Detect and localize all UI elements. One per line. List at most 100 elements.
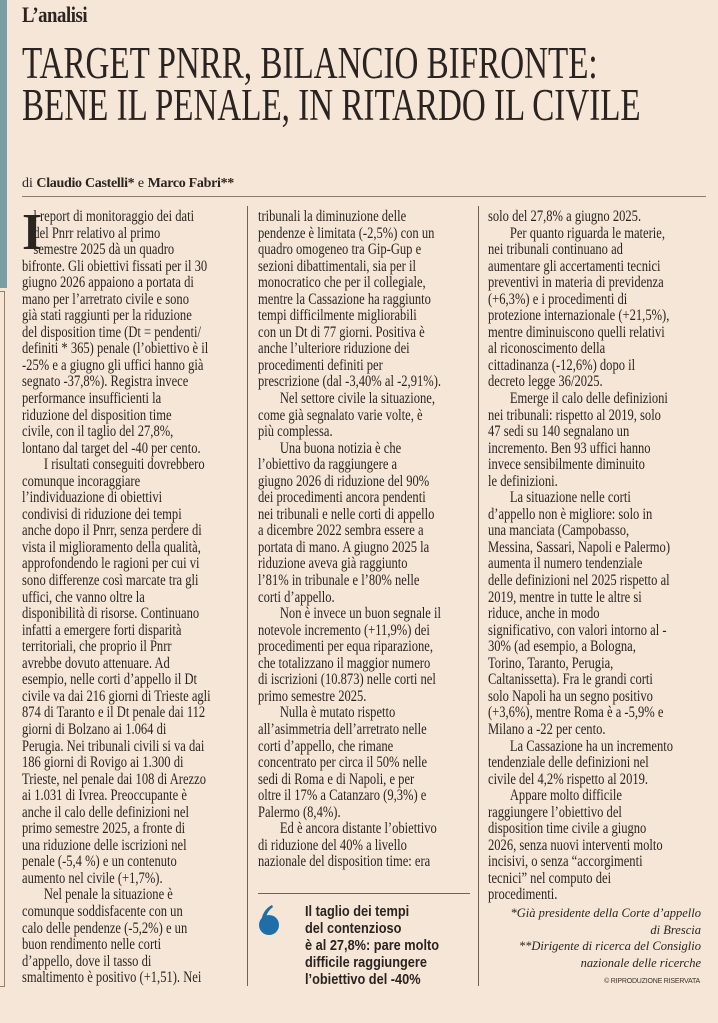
article-text-line: Per quanto riguarda le materie,	[509, 224, 666, 242]
byline: di Claudio Castelli* e Marco Fabri**	[22, 176, 234, 192]
pull-quote-line: difficile raggiungere	[305, 955, 427, 971]
article-text-line: I risultati conseguiti dovrebbero	[43, 456, 205, 474]
article-text-line: procedimenti definiti per	[258, 356, 383, 374]
article-text-line: sono differenze così marcate tra gli	[22, 572, 199, 590]
article-text-line: del disposition time (Dt = pendenti/	[22, 323, 201, 341]
article-text-line: con un Dt di 77 giorni. Positiva è	[258, 323, 425, 341]
article-text-line: incisivi, o senza “accorgimenti	[488, 853, 643, 871]
article-text-line: d’appello, dove il tasso di	[22, 952, 152, 970]
article-text-line: Palermo (8,4%).	[258, 803, 341, 821]
article-text-line: primo semestre 2025.	[258, 687, 367, 705]
article-text-line: (+6,3%) e i procedimenti di	[488, 290, 628, 308]
article-text-line: aumentare gli accertamenti tecnici	[488, 257, 661, 275]
article-text-line: civile, con il taglio del 27,8%,	[22, 423, 174, 441]
article-text-line: a dicembre 2022 sembra essere a	[258, 522, 424, 540]
author-1: Claudio Castelli*	[36, 176, 135, 191]
article-text-line: Nulla è mutato rispetto	[279, 704, 396, 722]
article-text-line: (+3,6%), mentre Roma è a -5,9% e	[488, 704, 664, 722]
article-text-line: nazionale del disposition time: era	[258, 853, 431, 871]
headline-line-1: TARGET PNRR, BILANCIO BIFRONTE:	[22, 38, 598, 88]
footnote-line: *Già presidente della Corte d’appello	[510, 906, 701, 920]
article-text-line: 30% (ad esempio, a Bologna,	[488, 638, 636, 656]
article-text-line: invece sensibilmente diminuito	[488, 456, 645, 474]
article-text-line: tribunali la diminuzione delle	[258, 208, 407, 225]
section-kicker: L’analisi	[22, 2, 88, 27]
byline-divider	[22, 196, 706, 197]
article-text-line: protezione internazionale (+21,5%),	[488, 307, 670, 325]
article-text-line: smaltimento è positivo (+1,51). Nei	[22, 969, 202, 987]
article-text-line: sedi di Roma e di Napoli, e per	[258, 770, 415, 788]
article-text-line: quadro omogeneo tra Gip-Gup e	[258, 241, 422, 259]
article-text-line: mano per l’arretrato civile e sono	[22, 290, 189, 308]
footnote-line: nazionale delle ricerche	[580, 955, 701, 970]
adjacent-box-edge	[0, 291, 5, 987]
article-text-line: Caltanissetta). Fra le grandi corti	[488, 671, 653, 689]
headline-line-2: BENE IL PENALE, IN RITARDO IL CIVILE	[22, 80, 641, 130]
article-text-line: Milano a -22 per cento.	[488, 720, 606, 738]
article-text-line: definiti * 365) penale (l’obiettivo è il	[22, 340, 209, 358]
article-text-line: Appare molto difficile	[509, 787, 622, 805]
article-text-line: una riduzione delle iscrizioni nel	[22, 836, 187, 854]
pull-quote-line: l’obiettivo del -40%	[305, 972, 421, 988]
footnote-line: di Brescia	[650, 922, 701, 937]
article-text-line: significativo, con valori intorno al -	[488, 621, 667, 639]
article-text-line: incremento. Ben 93 uffici hanno	[488, 439, 651, 457]
article-text-line: più complessa.	[258, 423, 333, 441]
article-text-line: mentre la Cassazione ha raggiunto	[258, 290, 431, 308]
byline-prefix: di	[22, 176, 33, 191]
article-column-3: solo del 27,8% a giugno 2025. Per quanto …	[488, 208, 716, 904]
article-text-line: esempio, nelle corti d’appello il Dt	[22, 671, 198, 689]
article-text-line: prescrizione (dal -3,40% al -2,91%).	[258, 373, 442, 391]
article-text-line: nei tribunali e nelle corti di appello	[258, 505, 435, 523]
article-text-line: 2026, senza nuovi interventi molto	[488, 836, 663, 854]
author-2: Marco Fabri**	[147, 176, 235, 191]
article-text-line: ai 1.031 di Ivrea. Preoccupante è	[22, 787, 187, 805]
article-text-line: di iscrizioni (10.873) nelle corti nel	[258, 671, 436, 689]
column-divider-2	[478, 206, 479, 986]
article-text-line: del Pnrr relativo al primo	[33, 224, 161, 242]
article-text-line: riduzione aveva già raggiunto	[258, 555, 408, 573]
article-text-line: primo semestre 2025, a fronte di	[22, 820, 186, 838]
article-text-line: giugno 2026 appaiono a portata di	[22, 274, 194, 292]
article-text-line: oltre il 17% a Catanzaro (9,3%) e	[258, 787, 427, 805]
article-text-line: civile va dai 216 giorni di Trieste agli	[22, 687, 211, 705]
article-text-line: segnato -37,8%). Registra invece	[22, 373, 189, 391]
article-text-line: preventivi in materia di previdenza	[488, 274, 664, 292]
article-text-line: procedimenti.	[488, 886, 558, 904]
article-text-line: semestre 2025 dà un quadro	[33, 241, 175, 259]
article-text-line: approfondendo le ragioni per cui vi	[22, 555, 200, 573]
article-text-line: cittadinanza (-12,6%) dopo il	[488, 356, 636, 374]
footnote-line: **Dirigente di ricerca del Consiglio	[518, 939, 701, 953]
article-text-line: anche l’ulteriore riduzione dei	[258, 340, 410, 358]
article-text-line: corti d’appello, che rimane	[258, 737, 394, 755]
column-divider-1	[247, 206, 248, 986]
pull-quote-line: Il taglio dei tempi	[305, 904, 410, 920]
article-column-1: I l report di monitoraggio dei dati del P…	[22, 207, 255, 987]
article-text-line: Non è invece un buon segnale il	[279, 605, 441, 623]
article-text-line: di riduzione del 40% a livello	[258, 836, 407, 854]
pull-quote-line: del contenzioso	[305, 921, 402, 937]
article-text-line: avrebbe dovuto attenuare. Ad	[22, 654, 170, 672]
article-text-line: l’individuazione di obiettivi	[22, 489, 163, 507]
article-text-line: riduzione del disposition time	[22, 406, 172, 424]
article-text-line: pendenze è limitata (-2,5%) con un	[258, 224, 435, 242]
article-text-line: lontano dal target del -40 per cento.	[22, 439, 201, 457]
article-text-line: La situazione nelle corti	[509, 489, 631, 507]
article-text-line: Ed è ancora distante l’obiettivo	[279, 820, 437, 838]
article-text-line: 2019, mentre in tutte le altre si	[488, 588, 642, 606]
pull-quote-divider	[258, 893, 470, 894]
article-text-line: comunque incoraggiare	[22, 472, 141, 490]
article-text-line: l report di monitoraggio dei dati	[33, 208, 195, 225]
article-text-line: sezioni dibattimentali, sia per il	[258, 257, 416, 275]
pull-quote-line: è al 27,8%: pare molto	[305, 938, 440, 954]
article-text-line: decreto legge 36/2025.	[488, 373, 603, 391]
article-text-line: tendenziale delle definizioni nel	[488, 754, 649, 772]
article-text-line: La Cassazione ha un incremento	[509, 737, 674, 755]
article-text-line: disposition time civile a giugno	[488, 820, 647, 838]
article-text-line: aumenta il numero tendenziale	[488, 555, 643, 573]
article-text-line: uffici, che vanno oltre la	[22, 588, 145, 606]
article-text-line: anche dopo il Pnrr, senza perdere di	[22, 522, 202, 540]
article-text-line: -25% e a giugno gli uffici hanno già	[22, 356, 204, 374]
article-text-line: civile del 4,2% rispetto al 2019.	[488, 770, 649, 788]
article-text-line: territoriali, che proprio il Pnrr	[22, 638, 172, 656]
